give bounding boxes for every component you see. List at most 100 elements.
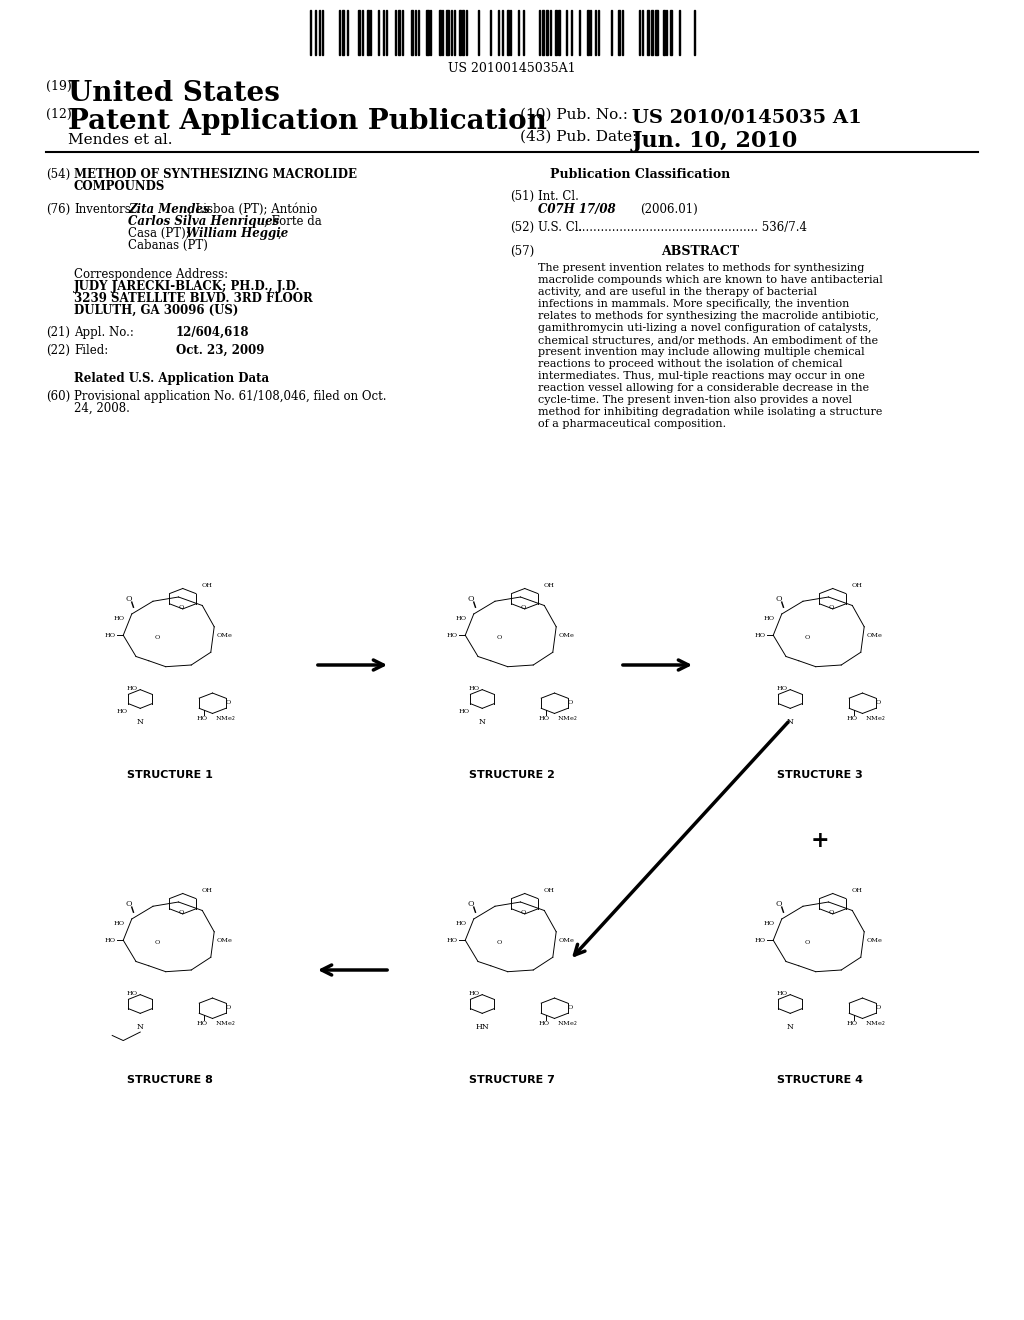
Text: Zita Mendes: Zita Mendes (128, 203, 210, 216)
Text: present invention may include allowing multiple chemical: present invention may include allowing m… (538, 347, 864, 356)
Text: HO: HO (468, 686, 479, 692)
Text: O: O (828, 909, 834, 915)
Text: ,: , (278, 227, 282, 240)
Text: HO: HO (847, 715, 858, 721)
Text: US 20100145035A1: US 20100145035A1 (449, 62, 575, 75)
Bar (663, 11, 665, 55)
Text: Casa (PT);: Casa (PT); (128, 227, 189, 240)
Text: gamithromycin uti-lizing a novel configuration of catalysts,: gamithromycin uti-lizing a novel configu… (538, 323, 871, 333)
Text: HO: HO (117, 709, 128, 714)
Text: (76): (76) (46, 203, 71, 216)
Bar (587, 11, 589, 55)
Bar (670, 11, 672, 55)
Text: reaction vessel allowing for a considerable decrease in the: reaction vessel allowing for a considera… (538, 383, 869, 393)
Text: O: O (567, 1005, 572, 1010)
Text: HO: HO (776, 686, 787, 692)
Text: Provisional application No. 61/108,046, filed on Oct.: Provisional application No. 61/108,046, … (74, 389, 386, 403)
Text: O: O (468, 900, 474, 908)
Bar (655, 11, 658, 55)
Text: NMe$_2$: NMe$_2$ (865, 1019, 886, 1028)
Text: , Lisboa (PT); António: , Lisboa (PT); António (188, 203, 317, 216)
Text: O: O (776, 595, 782, 603)
Text: OMe: OMe (866, 632, 883, 638)
Text: OMe: OMe (217, 632, 232, 638)
Text: O: O (876, 700, 881, 705)
Text: (21): (21) (46, 326, 70, 339)
Text: (19): (19) (46, 81, 72, 92)
Text: O: O (225, 700, 230, 705)
Text: macrolide compounds which are known to have antibacterial: macrolide compounds which are known to h… (538, 275, 883, 285)
Text: 24, 2008.: 24, 2008. (74, 403, 130, 414)
Bar (618, 11, 620, 55)
Text: COMPOUNDS: COMPOUNDS (74, 180, 165, 193)
Text: C07H 17/08: C07H 17/08 (538, 203, 615, 216)
Text: METHOD OF SYNTHESIZING MACROLIDE: METHOD OF SYNTHESIZING MACROLIDE (74, 168, 357, 181)
Text: ABSTRACT: ABSTRACT (660, 246, 739, 257)
Text: (2006.01): (2006.01) (640, 203, 697, 216)
Text: , Forte da: , Forte da (264, 215, 322, 228)
Text: (10) Pub. No.:: (10) Pub. No.: (520, 108, 628, 121)
Text: O: O (520, 909, 525, 915)
Text: Related U.S. Application Data: Related U.S. Application Data (74, 372, 269, 385)
Text: OMe: OMe (866, 937, 883, 942)
Text: William Heggie: William Heggie (186, 227, 288, 240)
Text: HO: HO (447, 632, 458, 638)
Text: (57): (57) (510, 246, 535, 257)
Text: infections in mammals. More specifically, the invention: infections in mammals. More specifically… (538, 300, 849, 309)
Text: Publication Classification: Publication Classification (550, 168, 730, 181)
Text: HO: HO (447, 937, 458, 942)
Text: OMe: OMe (217, 937, 232, 942)
Text: U.S. Cl.: U.S. Cl. (538, 220, 586, 234)
Text: HO: HO (764, 615, 774, 620)
Text: O: O (497, 940, 502, 945)
Bar (558, 11, 560, 55)
Text: (22): (22) (46, 345, 70, 356)
Text: United States: United States (68, 81, 280, 107)
Text: HO: HO (776, 991, 787, 997)
Text: HO: HO (197, 715, 208, 721)
Text: O: O (776, 900, 782, 908)
Text: HO: HO (755, 632, 766, 638)
Text: HO: HO (105, 632, 116, 638)
Text: HO: HO (847, 1022, 858, 1026)
Bar (555, 11, 557, 55)
Text: O: O (520, 605, 525, 610)
Text: Jun. 10, 2010: Jun. 10, 2010 (632, 129, 799, 152)
Text: O: O (567, 700, 572, 705)
Text: N: N (786, 718, 794, 726)
Text: HO: HO (755, 937, 766, 942)
Text: ................................................ 536/7.4: ........................................… (578, 220, 807, 234)
Text: HO: HO (114, 615, 125, 620)
Text: OH: OH (544, 888, 554, 894)
Text: HO: HO (539, 715, 550, 721)
Text: O: O (468, 595, 474, 603)
Text: Cabanas (PT): Cabanas (PT) (128, 239, 208, 252)
Text: 3239 SATELLITE BLVD. 3RD FLOOR: 3239 SATELLITE BLVD. 3RD FLOOR (74, 292, 312, 305)
Text: chemical structures, and/or methods. An embodiment of the: chemical structures, and/or methods. An … (538, 335, 879, 345)
Text: STRUCTURE 8: STRUCTURE 8 (127, 1074, 213, 1085)
Text: STRUCTURE 2: STRUCTURE 2 (469, 770, 555, 780)
Text: Mendes et al.: Mendes et al. (68, 133, 172, 147)
Text: O: O (126, 595, 132, 603)
Text: (51): (51) (510, 190, 535, 203)
Bar (358, 11, 360, 55)
Text: HO: HO (764, 921, 774, 925)
Text: relates to methods for synthesizing the macrolide antibiotic,: relates to methods for synthesizing the … (538, 312, 879, 321)
Text: +: + (811, 830, 829, 851)
Text: O: O (876, 1005, 881, 1010)
Text: Appl. No.:: Appl. No.: (74, 326, 134, 339)
Bar (462, 11, 464, 55)
Text: OH: OH (202, 888, 212, 894)
Text: NMe$_2$: NMe$_2$ (215, 1019, 236, 1028)
Text: Filed:: Filed: (74, 345, 109, 356)
Text: intermediates. Thus, mul-tiple reactions may occur in one: intermediates. Thus, mul-tiple reactions… (538, 371, 865, 381)
Text: N: N (137, 1023, 143, 1031)
Text: NMe$_2$: NMe$_2$ (865, 714, 886, 723)
Text: O: O (126, 900, 132, 908)
Text: O: O (497, 635, 502, 640)
Text: (54): (54) (46, 168, 71, 181)
Bar (439, 11, 441, 55)
Bar (367, 11, 369, 55)
Text: HN: HN (475, 1023, 489, 1031)
Text: OH: OH (851, 888, 862, 894)
